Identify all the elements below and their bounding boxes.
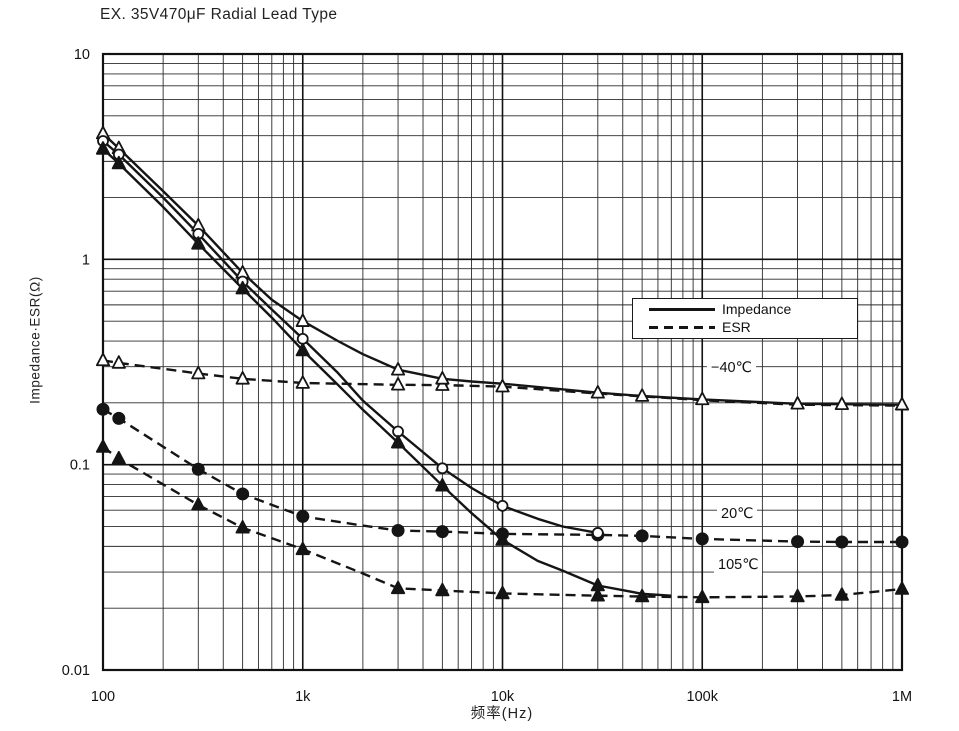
marker-impedance-20c (591, 527, 604, 539)
marker-esr-105c (635, 588, 650, 603)
marker-impedance-m40c (695, 391, 710, 406)
y-tick-label: 10 (74, 47, 90, 63)
marker-impedance-105c (495, 532, 510, 546)
marker-esr-20c (635, 529, 649, 543)
marker-esr-m40c (495, 378, 510, 393)
dashed-line-sample (649, 326, 715, 329)
marker-esr-105c (495, 585, 510, 600)
marker-esr-105c (390, 580, 406, 595)
series-line-impedance-20c (102, 140, 599, 535)
x-tick-label: 1k (295, 689, 311, 705)
marker-impedance-105c (235, 280, 250, 295)
legend-row-esr: ESR (649, 320, 857, 335)
marker-esr-m40c (390, 377, 406, 391)
marker-esr-105c (235, 520, 250, 534)
marker-impedance-105c (295, 342, 310, 357)
legend: Impedance ESR (632, 298, 858, 339)
y-tick-label: 0.1 (70, 458, 90, 474)
marker-impedance-m40c (894, 396, 910, 411)
marker-esr-105c (790, 588, 805, 603)
marker-impedance-m40c (435, 371, 450, 385)
marker-esr-105c (834, 587, 849, 601)
marker-esr-20c (791, 535, 805, 549)
x-tick-label: 100 (91, 689, 115, 705)
marker-esr-20c (435, 525, 449, 539)
legend-row-impedance: Impedance (649, 302, 857, 317)
marker-esr-20c (695, 532, 709, 546)
marker-impedance-m40c (790, 396, 805, 410)
x-axis-title: 频率(Hz) (470, 706, 534, 722)
marker-impedance-105c (390, 434, 406, 449)
marker-esr-m40c (235, 371, 250, 385)
marker-esr-105c (894, 581, 910, 595)
marker-esr-20c (96, 402, 110, 416)
marker-impedance-m40c (635, 388, 650, 402)
marker-impedance-20c (436, 462, 449, 475)
marker-esr-m40c (295, 375, 310, 389)
marker-esr-m40c (111, 355, 126, 369)
marker-esr-105c (435, 582, 450, 597)
marker-impedance-105c (191, 236, 206, 250)
annotation-20c: 20℃ (717, 504, 758, 525)
marker-impedance-20c (496, 499, 509, 512)
marker-esr-105c (111, 450, 126, 465)
x-tick-label: 100k (687, 689, 719, 705)
marker-esr-105c (95, 439, 111, 453)
annotation-minus40c: −40℃ (707, 358, 756, 379)
marker-impedance-m40c (295, 313, 310, 327)
legend-impedance-label: Impedance (722, 301, 792, 317)
marker-esr-20c (835, 535, 849, 549)
figure-title: EX. 35V470μF Radial Lead Type (100, 6, 338, 23)
marker-impedance-m40c (390, 362, 406, 376)
marker-impedance-20c (296, 332, 309, 345)
series-line-impedance-105c (102, 148, 672, 597)
marker-esr-m40c (95, 352, 111, 367)
marker-esr-m40c (191, 365, 206, 380)
marker-esr-20c (236, 487, 250, 501)
y-tick-label: 0.01 (62, 663, 90, 679)
solid-line-sample (649, 308, 715, 311)
marker-impedance-105c (590, 577, 605, 592)
annotation-105c: 105℃ (714, 555, 763, 576)
marker-impedance-105c (95, 141, 111, 155)
marker-esr-105c (695, 589, 710, 604)
marker-impedance-105c (435, 477, 450, 492)
marker-esr-20c (391, 523, 405, 537)
marker-impedance-105c (111, 155, 126, 170)
marker-impedance-m40c (590, 385, 605, 399)
marker-esr-20c (112, 411, 126, 425)
marker-esr-20c (191, 462, 205, 476)
marker-esr-105c (590, 588, 605, 602)
marker-esr-20c (296, 509, 310, 523)
x-tick-label: 1M (892, 689, 912, 705)
marker-esr-105c (295, 541, 310, 556)
y-tick-label: 1 (82, 252, 90, 268)
marker-impedance-m40c (834, 396, 849, 411)
legend-esr-label: ESR (722, 319, 751, 335)
x-tick-label: 10k (491, 689, 515, 705)
marker-esr-105c (191, 497, 206, 511)
marker-esr-20c (895, 535, 909, 549)
